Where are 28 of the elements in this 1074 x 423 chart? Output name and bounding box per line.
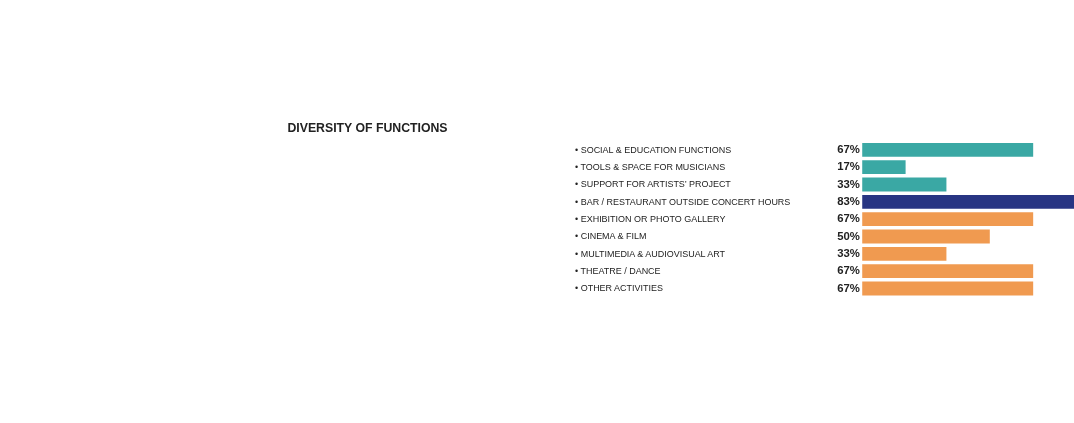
y-tick-label: • THEATRE / DANCE	[575, 266, 661, 277]
data-label: 67%	[837, 281, 860, 294]
bar	[862, 194, 1074, 209]
y-tick-label: • OTHER ACTIVITIES	[575, 283, 663, 294]
y-tick-label: • SOCIAL & EDUCATION FUNCTIONS	[575, 144, 732, 155]
data-label: 67%	[837, 264, 860, 277]
data-label: 17%	[837, 160, 860, 173]
text: DIVERSITY OF FUNCTIONS	[287, 121, 448, 136]
data-label: 33%	[837, 247, 860, 260]
bar	[862, 212, 1034, 227]
bar	[862, 160, 906, 175]
data-label: 83%	[837, 195, 860, 208]
y-tick-label: • EXHIBITION OR PHOTO GALLERY	[575, 214, 726, 225]
data-label: 33%	[837, 177, 860, 190]
bar	[862, 142, 1034, 157]
data-label: 50%	[837, 229, 860, 242]
bar	[862, 281, 1034, 296]
bar	[862, 229, 990, 244]
bar	[862, 246, 947, 261]
data-label: 67%	[837, 143, 860, 156]
bar	[862, 264, 1034, 279]
bar	[862, 177, 947, 192]
y-tick-label: • MULTIMEDIA & AUDIOVISUAL ART	[575, 248, 726, 259]
y-tick-label: • CINEMA & FILM	[575, 231, 647, 242]
y-tick-label: • BAR / RESTAURANT OUTSIDE CONCERT HOURS	[575, 196, 791, 207]
y-tick-label: • SUPPORT FOR ARTISTS’ PROJECT	[575, 179, 732, 190]
data-label: 67%	[837, 212, 860, 225]
y-tick-label: • TOOLS & SPACE FOR MUSICIANS	[575, 162, 726, 173]
